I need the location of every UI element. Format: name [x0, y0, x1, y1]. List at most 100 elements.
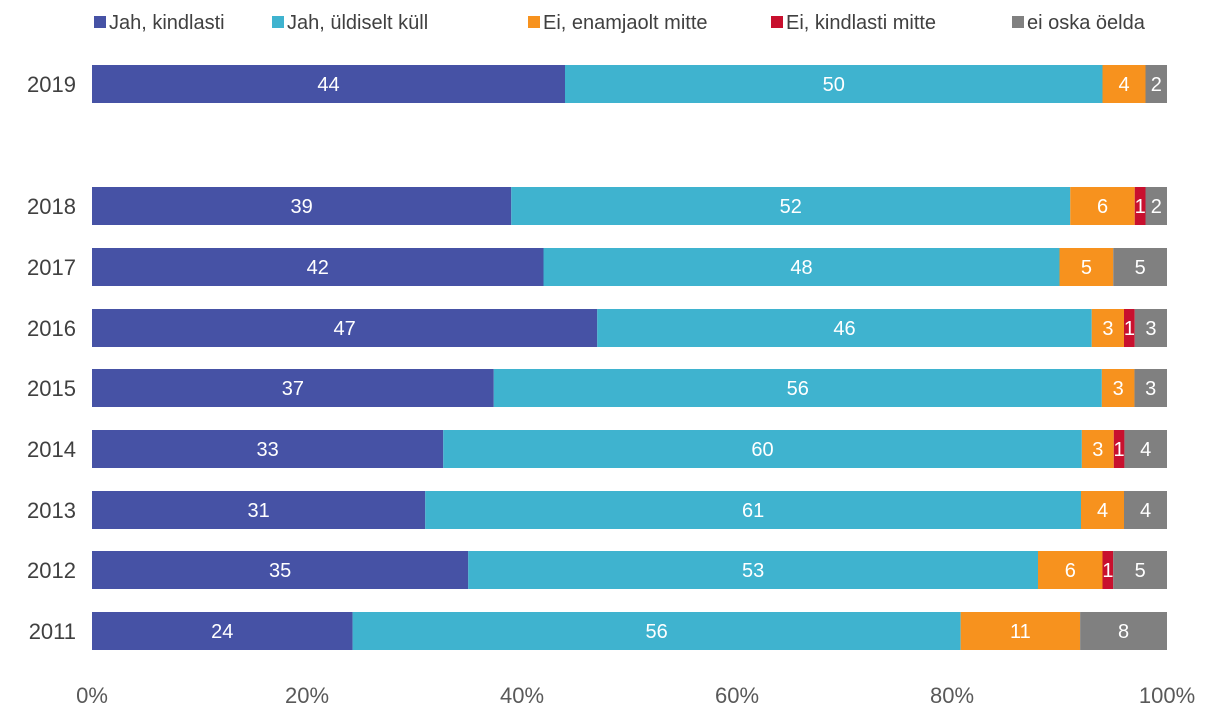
- data-label-2018-s1: 39: [291, 196, 313, 218]
- bar-segment-2019-s5: [1145, 65, 1167, 103]
- bar-segment-2015-s3: [1101, 369, 1135, 407]
- data-label-2017-s1: 42: [307, 257, 329, 279]
- y-tick-2013: 2013: [27, 498, 76, 523]
- x-tick-0: 0%: [76, 683, 108, 706]
- bar-segment-2018-s3: [1070, 187, 1135, 225]
- bar-segment-2015-s1: [92, 369, 494, 407]
- bar-segment-2016-s2: [597, 309, 1092, 347]
- data-label-2012-s4: 1: [1102, 560, 1113, 582]
- bar-segment-2016-s4: [1124, 309, 1135, 347]
- legend-label-2: Jah, üldiselt küll: [287, 12, 428, 34]
- bar-segment-2018-s1: [92, 187, 512, 225]
- bar-segment-2014-s3: [1081, 430, 1114, 468]
- data-label-2012-s2: 53: [742, 560, 764, 582]
- data-label-2016-s3: 3: [1102, 318, 1113, 340]
- bar-segment-2013-s5: [1124, 491, 1167, 529]
- bar-segment-2014-s5: [1124, 430, 1167, 468]
- bar-segment-2018-s2: [511, 187, 1071, 225]
- data-label-2013-s5: 4: [1140, 500, 1151, 522]
- data-label-2015-s1: 37: [282, 378, 304, 400]
- data-label-2016-s1: 47: [334, 318, 356, 340]
- data-label-2017-s2: 48: [790, 257, 812, 279]
- data-label-2014-s1: 33: [256, 439, 278, 461]
- bar-segment-2016-s1: [92, 309, 598, 347]
- x-tick-1: 20%: [285, 683, 329, 706]
- data-label-2013-s2: 61: [742, 500, 764, 522]
- bar-segment-2012-s1: [92, 551, 469, 589]
- bar-segment-2018-s5: [1145, 187, 1167, 225]
- bar-segment-2011-s2: [352, 612, 961, 650]
- y-tick-2016: 2016: [27, 316, 76, 341]
- legend-swatch-3: [528, 16, 540, 28]
- bar-segment-2013-s1: [92, 491, 426, 529]
- x-tick-2: 40%: [500, 683, 544, 706]
- data-label-2016-s4: 1: [1124, 318, 1135, 340]
- bar-segment-2014-s1: [92, 430, 444, 468]
- data-label-2015-s3: 3: [1113, 378, 1124, 400]
- bar-segment-2017-s1: [92, 248, 544, 286]
- bar-segment-2015-s2: [493, 369, 1102, 407]
- x-tick-4: 80%: [930, 683, 974, 706]
- data-label-2011-s3: 11: [1010, 621, 1031, 643]
- bar-segment-2019-s3: [1102, 65, 1146, 103]
- x-tick-3: 60%: [715, 683, 759, 706]
- bar-segment-2011-s3: [960, 612, 1081, 650]
- legend-swatch-4: [771, 16, 783, 28]
- bar-segment-2012-s3: [1038, 551, 1103, 589]
- data-label-2014-s2: 60: [751, 439, 773, 461]
- bar-segment-2019-s1: [92, 65, 565, 103]
- bar-segment-2011-s1: [92, 612, 353, 650]
- data-label-2017-s3: 5: [1081, 257, 1092, 279]
- x-axis-tick-labels: 0% 20% 40% 60% 80% 100%: [76, 683, 1195, 706]
- data-label-2011-s2: 56: [646, 621, 668, 643]
- y-tick-2015: 2015: [27, 376, 76, 401]
- bar-segment-2017-s5: [1113, 248, 1167, 286]
- data-label-2017-s5: 5: [1135, 257, 1146, 279]
- bar-segment-2012-s2: [468, 551, 1038, 589]
- legend-swatch-1: [94, 16, 106, 28]
- bar-segment-2017-s2: [543, 248, 1060, 286]
- legend-label-1: Jah, kindlasti: [109, 12, 225, 34]
- data-label-2012-s5: 5: [1135, 560, 1146, 582]
- legend-swatch-2: [272, 16, 284, 28]
- bar-segment-2012-s4: [1102, 551, 1114, 589]
- bar-segment-2018-s4: [1134, 187, 1146, 225]
- legend-label-3: Ei, enamjaolt mitte: [543, 12, 708, 34]
- data-label-2015-s5: 3: [1145, 378, 1156, 400]
- bar-segment-2019-s2: [565, 65, 1103, 103]
- bar-segment-2014-s2: [443, 430, 1082, 468]
- bar-segment-2016-s3: [1091, 309, 1124, 347]
- y-axis-tick-labels: 2019 2018 2017 2016 2015 2014 2013 2012 2011: [27, 72, 76, 644]
- legend-label-4: Ei, kindlasti mitte: [786, 12, 936, 34]
- y-tick-2017: 2017: [27, 255, 76, 280]
- data-label-2012-s1: 35: [269, 560, 291, 582]
- data-label-2015-s2: 56: [787, 378, 809, 400]
- data-label-2018-s3: 6: [1097, 196, 1108, 218]
- data-label-2019-s5: 2: [1151, 74, 1162, 96]
- bar-segment-2013-s3: [1081, 491, 1124, 529]
- data-label-2018-s5: 2: [1151, 196, 1162, 218]
- y-tick-2018: 2018: [27, 194, 76, 219]
- bar-segment-2015-s5: [1134, 369, 1167, 407]
- legend: Jah, kindlasti Jah, üldiselt küll Ei, enam…: [94, 12, 1146, 34]
- legend-swatch-5: [1012, 16, 1024, 28]
- bar-segment-2011-s5: [1080, 612, 1167, 650]
- data-label-2016-s5: 3: [1145, 318, 1156, 340]
- data-label-2019-s3: 4: [1118, 74, 1129, 96]
- data-label-2018-s4: 1: [1135, 196, 1146, 218]
- bars: 44 50 4 239 52 6 1 242 48 5 547 46 3 1 337 56 3 333 60 3 1 43…: [92, 65, 1167, 650]
- bar-segment-2012-s5: [1113, 551, 1167, 589]
- data-label-2014-s4: 1: [1114, 439, 1125, 461]
- data-label-2018-s2: 52: [780, 196, 802, 218]
- y-tick-2019: 2019: [27, 72, 76, 97]
- data-label-2012-s3: 6: [1065, 560, 1076, 582]
- data-label-2016-s2: 46: [833, 318, 855, 340]
- data-label-2011-s1: 24: [211, 621, 233, 643]
- bar-segment-2017-s3: [1059, 248, 1114, 286]
- bar-segment-2013-s2: [425, 491, 1081, 529]
- data-label-2019-s1: 44: [317, 74, 339, 96]
- y-tick-2014: 2014: [27, 437, 76, 462]
- x-tick-5: 100%: [1139, 683, 1195, 706]
- y-tick-2012: 2012: [27, 558, 76, 583]
